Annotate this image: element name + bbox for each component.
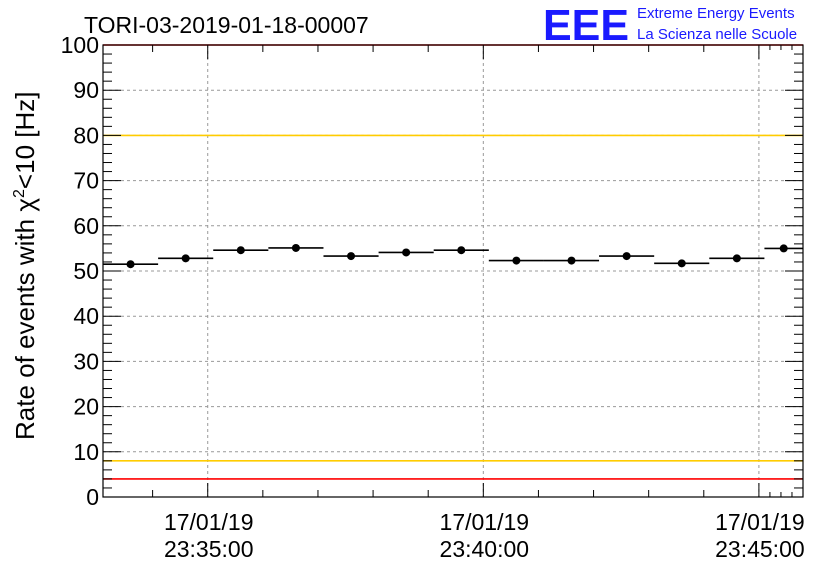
y-tick-label: 10 xyxy=(73,439,99,465)
data-point xyxy=(457,246,466,255)
y-tick-label: 20 xyxy=(73,394,99,420)
data-point xyxy=(236,246,245,255)
chart-title: TORI-03-2019-01-18-00007 xyxy=(84,12,369,38)
grid xyxy=(103,45,803,497)
y-tick-label: 80 xyxy=(73,122,99,148)
y-tick-label: 40 xyxy=(73,303,99,329)
y-tick-label: 60 xyxy=(73,213,99,239)
data-point xyxy=(126,260,135,269)
y-tick-label: 100 xyxy=(61,32,99,58)
data-point xyxy=(402,248,411,257)
eee-logo: EEE Extreme Energy Events La Scienza nel… xyxy=(543,1,797,50)
data-point xyxy=(732,254,741,263)
y-axis-label-chi: χ xyxy=(10,198,40,212)
y-tick-label: 70 xyxy=(73,168,99,194)
y-axis-label-sup: 2 xyxy=(11,189,28,198)
data-point xyxy=(347,252,356,261)
x-tick-date: 17/01/19 xyxy=(164,509,254,535)
data-point xyxy=(181,254,190,263)
data-point xyxy=(622,252,631,261)
y-tick-label: 90 xyxy=(73,77,99,103)
x-tick-date: 17/01/19 xyxy=(715,509,805,535)
x-tick-time: 23:35:00 xyxy=(164,536,254,562)
x-tick-date: 17/01/19 xyxy=(440,509,530,535)
data-point xyxy=(291,243,300,252)
y-tick-label: 30 xyxy=(73,348,99,374)
x-tick-time: 23:45:00 xyxy=(715,536,805,562)
y-tick-label: 50 xyxy=(73,258,99,284)
eee-logo-text: EEE xyxy=(543,1,629,50)
data-point xyxy=(779,244,788,253)
eee-logo-line1: Extreme Energy Events xyxy=(637,5,795,22)
data-point xyxy=(677,259,686,268)
y-axis-label-main: Rate of events with xyxy=(10,219,40,440)
axis-ticks xyxy=(103,44,803,498)
y-tick-label: 0 xyxy=(86,484,99,510)
x-tick-time: 23:40:00 xyxy=(440,536,530,562)
tick-labels: 010203040506070809010017/01/1923:35:0017… xyxy=(61,32,805,562)
y-axis-label: Rate of events with χ2<10 [Hz] xyxy=(10,92,40,440)
y-axis-label-tail: <10 [Hz] xyxy=(10,92,40,190)
eee-logo-line2: La Scienza nelle Scuole xyxy=(637,26,797,43)
data-point xyxy=(512,256,521,265)
data-series xyxy=(103,243,803,269)
data-point xyxy=(567,256,576,265)
